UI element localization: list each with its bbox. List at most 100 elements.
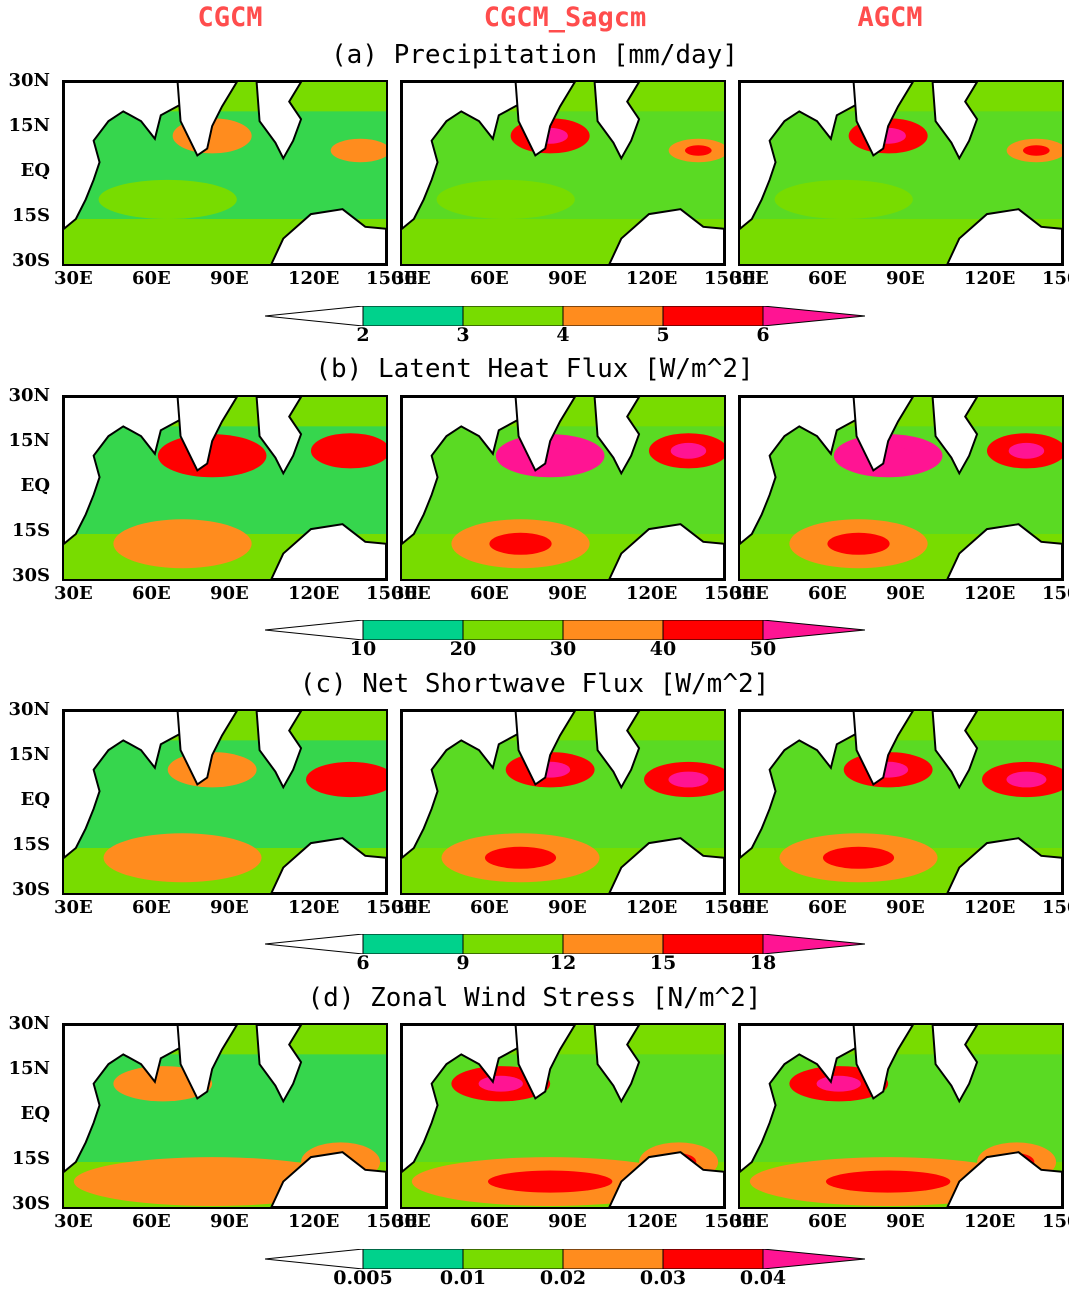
colorbar-level-label: 10 — [349, 638, 377, 660]
lon-tick-label: 120E — [288, 897, 340, 918]
lon-tick-label: 150E — [1042, 897, 1069, 918]
lon-tick-label: 120E — [964, 268, 1016, 289]
lon-tick-label: 60E — [132, 1211, 171, 1232]
colorbar-level-label: 4 — [556, 324, 570, 346]
lon-tick-label: 150E — [704, 1211, 756, 1232]
lon-tick-label: 90E — [886, 897, 925, 918]
colorbar-level-label: 12 — [549, 952, 577, 974]
lon-tick-label: 120E — [288, 583, 340, 604]
lon-tick-label: 30E — [392, 897, 431, 918]
lat-tick-label: 15S — [11, 834, 50, 855]
lon-tick-label: 120E — [288, 268, 340, 289]
colorbar-level-label: 6 — [756, 324, 770, 346]
lon-tick-label: 90E — [548, 1211, 587, 1232]
colorbar-level-label: 2 — [356, 324, 370, 346]
lat-tick-label: EQ — [20, 1103, 50, 1124]
lon-tick-label: 150E — [366, 583, 418, 604]
row-title-net-shortwave: (c) Net Shortwave Flux [W/m^2] — [299, 669, 770, 699]
lon-tick-label: 90E — [210, 897, 249, 918]
lat-tick-label: 15N — [8, 430, 50, 451]
colorbar-level-label: 0.01 — [439, 1267, 487, 1289]
colorbar-level-label: 50 — [749, 638, 777, 660]
lon-tick-label: 60E — [470, 897, 509, 918]
lon-tick-label: 90E — [548, 897, 587, 918]
lon-tick-label: 30E — [730, 1211, 769, 1232]
lon-tick-label: 30E — [392, 268, 431, 289]
row-title-zonal-wind-stress: (d) Zonal Wind Stress [N/m^2] — [307, 983, 762, 1013]
lon-tick-label: 90E — [210, 583, 249, 604]
lon-tick-label: 120E — [288, 1211, 340, 1232]
map-panel-latent-heat-cgcm — [62, 395, 388, 581]
lon-tick-label: 30E — [54, 583, 93, 604]
colorbar-level-label: 15 — [649, 952, 677, 974]
lon-tick-label: 90E — [886, 583, 925, 604]
lon-tick-label: 60E — [470, 1211, 509, 1232]
lon-tick-label: 60E — [132, 268, 171, 289]
map-panel-net-shortwave-agcm — [738, 709, 1064, 895]
lon-tick-label: 60E — [808, 583, 847, 604]
lon-tick-label: 90E — [886, 268, 925, 289]
lat-tick-label: EQ — [20, 475, 50, 496]
colorbar-level-label: 6 — [356, 952, 370, 974]
colorbar-level-label: 0.02 — [539, 1267, 587, 1289]
lat-tick-label: 30N — [8, 385, 50, 406]
lat-tick-label: 30S — [11, 250, 50, 271]
lon-tick-label: 150E — [366, 897, 418, 918]
lat-tick-label: 15N — [8, 115, 50, 136]
lon-tick-label: 150E — [704, 583, 756, 604]
lon-tick-label: 120E — [626, 583, 678, 604]
lon-tick-label: 120E — [964, 1211, 1016, 1232]
lon-tick-label: 150E — [1042, 1211, 1069, 1232]
lon-tick-label: 60E — [132, 897, 171, 918]
lon-tick-label: 90E — [548, 268, 587, 289]
map-panel-precipitation-cgcm — [62, 80, 388, 266]
column-title-agcm: AGCM — [857, 2, 923, 33]
lon-tick-label: 90E — [210, 268, 249, 289]
lat-tick-label: 30N — [8, 70, 50, 91]
lon-tick-label: 150E — [704, 268, 756, 289]
lat-tick-label: 30S — [11, 1193, 50, 1214]
lon-tick-label: 120E — [626, 268, 678, 289]
map-panel-net-shortwave-cgcm-sagcm — [400, 709, 726, 895]
lat-tick-label: 15S — [11, 520, 50, 541]
lon-tick-label: 30E — [392, 1211, 431, 1232]
lat-tick-label: 30S — [11, 879, 50, 900]
lon-tick-label: 60E — [132, 583, 171, 604]
colorbar-level-label: 40 — [649, 638, 677, 660]
lon-tick-label: 90E — [886, 1211, 925, 1232]
lat-tick-label: 15S — [11, 1148, 50, 1169]
lon-tick-label: 30E — [54, 1211, 93, 1232]
row-title-latent-heat: (b) Latent Heat Flux [W/m^2] — [315, 354, 754, 384]
lon-tick-label: 30E — [54, 268, 93, 289]
colorbar-level-label: 0.005 — [333, 1267, 393, 1289]
map-panel-zonal-wind-stress-cgcm — [62, 1023, 388, 1209]
lon-tick-label: 30E — [730, 583, 769, 604]
lat-tick-label: 15S — [11, 205, 50, 226]
lon-tick-label: 90E — [210, 1211, 249, 1232]
map-panel-zonal-wind-stress-cgcm-sagcm — [400, 1023, 726, 1209]
lon-tick-label: 120E — [626, 897, 678, 918]
lat-tick-label: 15N — [8, 744, 50, 765]
lon-tick-label: 60E — [470, 268, 509, 289]
colorbar-level-label: 0.04 — [739, 1267, 787, 1289]
column-title-cgcm-sagcm: CGCM_Sagcm — [483, 2, 647, 33]
colorbar-net-shortwave — [264, 933, 866, 955]
map-panel-latent-heat-agcm — [738, 395, 1064, 581]
map-panel-precipitation-agcm — [738, 80, 1064, 266]
lon-tick-label: 150E — [1042, 268, 1069, 289]
colorbar-precipitation — [264, 305, 866, 327]
colorbar-level-label: 5 — [656, 324, 670, 346]
lon-tick-label: 150E — [366, 268, 418, 289]
lon-tick-label: 150E — [366, 1211, 418, 1232]
map-panel-latent-heat-cgcm-sagcm — [400, 395, 726, 581]
lon-tick-label: 90E — [548, 583, 587, 604]
colorbar-latent-heat — [264, 619, 866, 641]
map-panel-precipitation-cgcm-sagcm — [400, 80, 726, 266]
lat-tick-label: 15N — [8, 1058, 50, 1079]
column-title-cgcm: CGCM — [197, 2, 263, 33]
lon-tick-label: 60E — [808, 1211, 847, 1232]
lat-tick-label: EQ — [20, 789, 50, 810]
lat-tick-label: 30N — [8, 1013, 50, 1034]
map-panel-zonal-wind-stress-agcm — [738, 1023, 1064, 1209]
lon-tick-label: 30E — [730, 268, 769, 289]
